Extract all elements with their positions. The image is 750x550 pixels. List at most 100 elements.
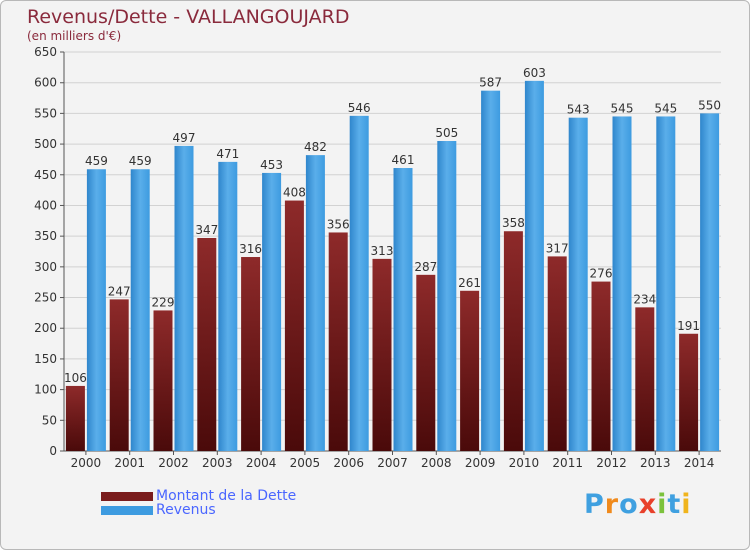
data-label-debt: 347 (195, 223, 218, 237)
data-label-revenus: 545 (654, 101, 677, 115)
chart-subtitle: (en milliers d'€) (27, 29, 122, 43)
y-tick-label: 0 (49, 444, 57, 458)
data-label-revenus: 545 (611, 101, 634, 115)
bar-revenus (262, 172, 282, 452)
data-label-debt: 234 (633, 292, 656, 306)
logo-letter: t (667, 489, 682, 520)
data-label-debt: 356 (327, 217, 350, 231)
data-label-revenus: 461 (392, 153, 415, 167)
data-label-debt: 106 (64, 371, 87, 385)
x-tick-label: 2000 (71, 456, 102, 470)
logo-letter: x (638, 489, 658, 520)
data-label-debt: 247 (108, 284, 131, 298)
data-label-revenus: 603 (523, 66, 546, 80)
y-tick-label: 200 (34, 321, 57, 335)
x-tick-label: 2003 (202, 456, 233, 470)
x-tick-label: 2014 (684, 456, 715, 470)
y-tick-label: 350 (34, 229, 57, 243)
bar-revenus (612, 116, 632, 451)
bar-debt (65, 385, 85, 451)
data-label-debt: 313 (371, 244, 394, 258)
x-tick-label: 2007 (377, 456, 408, 470)
gridlines (64, 51, 721, 452)
bar-revenus (174, 145, 194, 451)
y-tick-label: 500 (34, 137, 57, 151)
bar-revenus (481, 90, 501, 452)
bar-debt (679, 333, 699, 451)
x-tick-label: 2011 (552, 456, 583, 470)
bar-revenus (568, 117, 588, 451)
bar-revenus (524, 80, 544, 451)
data-label-debt: 191 (677, 319, 700, 333)
bar-debt (372, 258, 392, 451)
logo-letter: i (657, 489, 668, 520)
plot-area (64, 52, 721, 451)
bar-revenus (393, 168, 413, 452)
data-label-revenus: 459 (129, 154, 152, 168)
bar-debt (416, 274, 436, 451)
x-tick-label: 2008 (421, 456, 452, 470)
data-label-revenus: 505 (435, 126, 458, 140)
y-tick-label: 650 (34, 45, 57, 59)
y-tick-label: 400 (34, 198, 57, 212)
data-label-debt: 317 (546, 241, 569, 255)
data-label-debt: 261 (458, 276, 481, 290)
data-label-revenus: 453 (260, 158, 283, 172)
data-label-debt: 276 (590, 267, 613, 281)
logo-letter: r (604, 489, 620, 520)
y-tick-label: 100 (34, 383, 57, 397)
data-label-debt: 229 (152, 295, 175, 309)
x-tick-label: 2013 (640, 456, 671, 470)
x-tick-label: 2012 (596, 456, 627, 470)
y-tick-label: 450 (34, 168, 57, 182)
y-tick-label: 50 (42, 413, 57, 427)
bar-debt (109, 299, 129, 451)
bar-revenus (218, 161, 238, 451)
x-tick-label: 2004 (246, 456, 277, 470)
data-label-revenus: 497 (173, 131, 196, 145)
bars (65, 80, 720, 452)
bar-debt (547, 256, 567, 451)
data-label-revenus: 587 (479, 76, 502, 90)
proxiti-logo: Proxiti (584, 489, 692, 520)
y-tick-label: 150 (34, 352, 57, 366)
bar-debt (460, 290, 480, 451)
x-axis: 2000 2001 2002 2003 2004 2005 2006 2007 2008 2009… (71, 451, 715, 470)
data-label-debt: 287 (414, 260, 437, 274)
data-label-debt: 408 (283, 186, 306, 200)
chart-title: Revenus/Dette - VALLANGOUJARD (27, 6, 350, 28)
x-tick-label: 2002 (158, 456, 189, 470)
legend-label-debt: Montant de la Dette (156, 488, 297, 504)
x-tick-label: 2009 (465, 456, 496, 470)
data-label-revenus: 482 (304, 140, 327, 154)
bar-debt (197, 237, 217, 451)
data-label-debt: 316 (239, 242, 262, 256)
data-label-revenus: 550 (698, 98, 721, 112)
y-tick-label: 600 (34, 76, 57, 90)
legend-swatch-revenus (101, 506, 153, 515)
bar-debt (503, 231, 523, 451)
data-label-revenus: 459 (85, 154, 108, 168)
bar-revenus (656, 116, 676, 451)
x-tick-label: 2005 (290, 456, 321, 470)
bar-debt (153, 310, 173, 451)
bar-debt (635, 307, 655, 451)
data-label-revenus: 543 (567, 103, 590, 117)
bar-revenus (130, 169, 150, 451)
x-tick-label: 2001 (114, 456, 145, 470)
bar-revenus (86, 169, 106, 451)
y-tick-label: 300 (34, 260, 57, 274)
logo-letter: o (619, 489, 639, 520)
x-tick-label: 2006 (333, 456, 364, 470)
logo-letter: P (584, 489, 605, 520)
bar-debt (284, 200, 304, 451)
logo-letter: i (681, 489, 692, 520)
data-label-revenus: 471 (216, 147, 239, 161)
bar-revenus (700, 113, 720, 451)
data-label-debt: 358 (502, 216, 525, 230)
bar-revenus (305, 155, 325, 451)
y-tick-label: 550 (34, 106, 57, 120)
